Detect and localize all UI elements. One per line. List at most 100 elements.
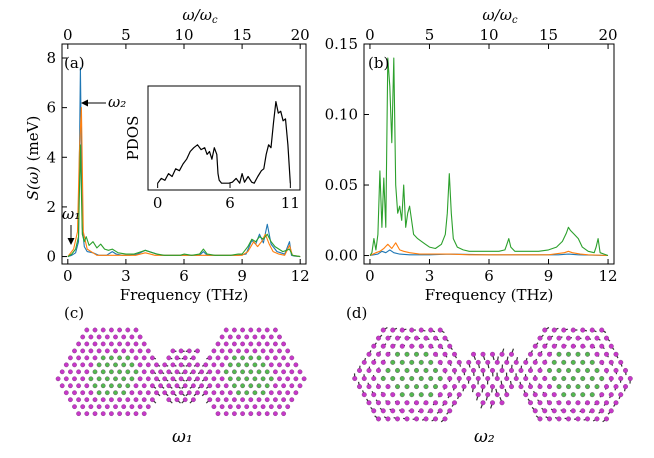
- atom-magenta: [613, 351, 619, 357]
- atom-green: [109, 355, 114, 361]
- atom-magenta: [480, 368, 486, 373]
- atom-green: [428, 359, 434, 365]
- atom-green: [409, 392, 415, 398]
- atom-magenta: [203, 362, 209, 368]
- atom-magenta: [63, 376, 69, 382]
- atom-magenta: [277, 362, 282, 368]
- panel-b-xlabel: Frequency (THz): [425, 286, 554, 304]
- atom-magenta: [264, 397, 270, 403]
- series-line-green: [67, 144, 301, 258]
- atom-magenta: [227, 404, 233, 410]
- atom-green: [409, 376, 415, 381]
- atom-magenta: [88, 404, 94, 410]
- atom-green: [399, 376, 405, 381]
- atom-magenta: [232, 397, 237, 403]
- atom-green: [113, 390, 118, 396]
- atom-magenta: [485, 392, 491, 398]
- top-tick-label: 15: [233, 26, 252, 44]
- atom-magenta: [215, 397, 221, 403]
- atom-green: [256, 355, 262, 361]
- atom-green: [252, 390, 258, 396]
- atom-magenta: [191, 383, 196, 389]
- atom-magenta: [277, 376, 282, 382]
- atom-magenta: [125, 327, 131, 333]
- atom-magenta: [199, 369, 204, 375]
- atom-green: [92, 383, 98, 389]
- atom-magenta: [150, 369, 155, 375]
- atom-magenta: [594, 416, 600, 422]
- atom-magenta: [281, 397, 286, 403]
- atom-green: [395, 384, 400, 390]
- atom-magenta: [480, 400, 486, 406]
- atom-magenta: [100, 397, 106, 403]
- atom-magenta: [366, 351, 372, 357]
- atom-green: [232, 369, 237, 375]
- atom-magenta: [84, 355, 90, 361]
- atom-green: [404, 351, 410, 357]
- atom-magenta: [556, 400, 562, 406]
- top-tick-label: 5: [425, 26, 435, 44]
- atom-magenta: [532, 408, 538, 414]
- atom-magenta: [366, 400, 372, 406]
- atom-magenta: [456, 376, 462, 381]
- y-tick-label: 0.10: [325, 106, 358, 124]
- atom-magenta: [141, 355, 147, 361]
- atom-magenta: [223, 411, 229, 416]
- atom-magenta: [68, 397, 73, 403]
- panel-d: (d) ω₂: [346, 304, 633, 447]
- atom-magenta: [289, 369, 295, 375]
- atom-magenta: [570, 343, 576, 349]
- atom-magenta: [186, 390, 192, 396]
- atom-magenta: [376, 368, 381, 373]
- atom-magenta: [404, 335, 410, 341]
- atom-magenta: [88, 362, 94, 368]
- atom-green: [580, 392, 586, 398]
- atom-magenta: [215, 383, 221, 389]
- atom-magenta: [141, 369, 147, 375]
- atom-magenta: [215, 411, 221, 416]
- atom-magenta: [494, 376, 500, 381]
- atom-green: [100, 369, 106, 375]
- atom-magenta: [273, 411, 278, 416]
- atom-magenta: [551, 327, 557, 333]
- atom-magenta: [409, 343, 415, 349]
- atom-magenta: [490, 384, 495, 390]
- atom-magenta: [623, 368, 628, 373]
- atom-magenta: [589, 343, 595, 349]
- atom-magenta: [513, 359, 519, 365]
- atom-magenta: [244, 404, 250, 410]
- atom-magenta: [542, 392, 548, 398]
- atom-magenta: [518, 368, 524, 373]
- atom-magenta: [88, 390, 94, 396]
- atom-magenta: [594, 335, 600, 341]
- atom-magenta: [604, 416, 609, 422]
- atom-magenta: [480, 384, 486, 390]
- atom-magenta: [195, 362, 200, 368]
- atom-magenta: [186, 348, 192, 354]
- atom-magenta: [518, 384, 524, 390]
- atom-magenta: [117, 341, 122, 347]
- y-tick-label: 6: [46, 99, 56, 117]
- atom-magenta: [471, 384, 476, 390]
- atom-magenta: [248, 411, 254, 416]
- atom-magenta: [366, 368, 372, 373]
- atom-magenta: [371, 392, 377, 398]
- atom-green: [96, 390, 102, 396]
- atom-magenta: [191, 397, 196, 403]
- atom-green: [585, 351, 590, 357]
- atom-magenta: [471, 351, 476, 357]
- atom-magenta: [509, 351, 514, 357]
- atom-magenta: [260, 348, 266, 354]
- atom-magenta: [390, 392, 396, 398]
- atom-magenta: [414, 335, 419, 341]
- atom-magenta: [207, 355, 213, 361]
- atom-magenta: [447, 408, 453, 414]
- atom-magenta: [414, 416, 419, 422]
- atom-magenta: [528, 400, 533, 406]
- atom-magenta: [604, 400, 609, 406]
- atom-green: [100, 355, 106, 361]
- atom-magenta: [150, 355, 155, 361]
- atom-magenta: [264, 411, 270, 416]
- atom-green: [88, 376, 94, 382]
- inset-frame: [147, 85, 301, 191]
